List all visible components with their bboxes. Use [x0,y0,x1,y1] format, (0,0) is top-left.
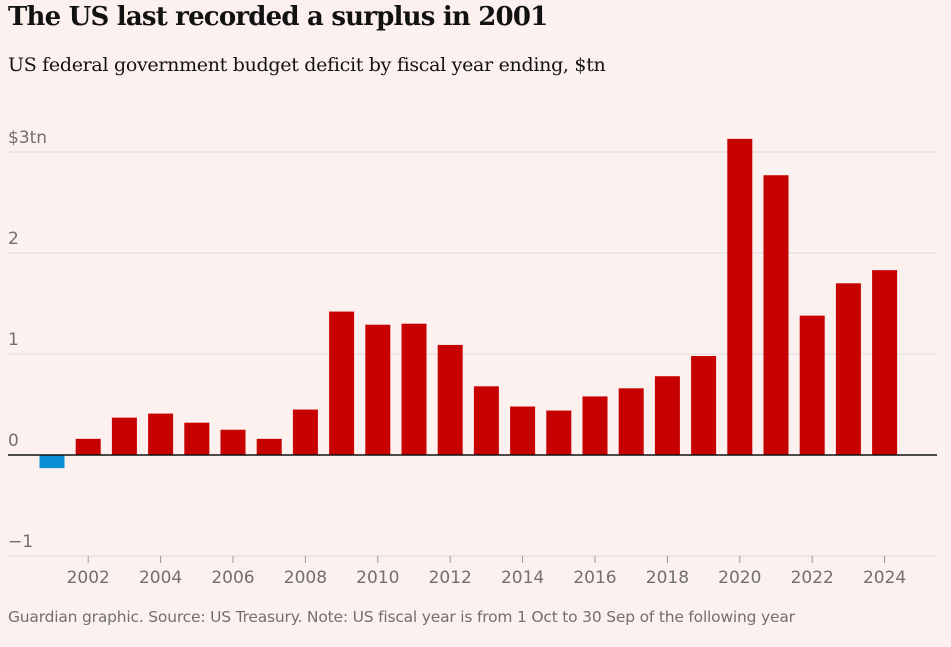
bar-2001 [39,455,65,469]
y-tick-label: 1 [8,330,19,350]
x-tick-label: 2008 [284,568,327,588]
bar-2004 [148,413,174,455]
bar-2022 [799,315,825,455]
chart-subtitle: US federal government budget deficit by … [8,54,606,76]
bar-2012 [437,344,463,455]
y-tick-label: 0 [8,431,19,451]
gridlines [8,151,937,557]
x-tick-label: 2024 [863,568,906,588]
x-tick-label: 2014 [501,568,544,588]
bar-2018 [654,376,680,455]
bar-2013 [473,386,499,455]
bar-2015 [546,410,572,455]
bar-2011 [401,323,427,455]
x-tick-label: 2010 [356,568,399,588]
bar-2005 [184,422,210,455]
bars [39,138,898,469]
bar-2017 [618,388,644,455]
x-tick-label: 2020 [718,568,761,588]
x-tick-label: 2004 [139,568,182,588]
bar-2007 [256,438,282,455]
bar-2010 [365,324,391,455]
bar-2003 [111,417,137,455]
y-tick-label: $3tn [8,128,47,148]
bar-2023 [835,283,861,455]
y-tick-label: 2 [8,229,19,249]
x-tick-label: 2002 [67,568,110,588]
bar-2006 [220,429,246,455]
y-tick-label: −1 [8,532,33,552]
bar-2016 [582,396,608,455]
bar-2021 [763,175,789,456]
x-tick-label: 2018 [646,568,689,588]
bar-2014 [510,406,536,455]
x-tick-label: 2006 [211,568,254,588]
bar-2002 [75,438,101,455]
chart-title: The US last recorded a surplus in 2001 [8,2,548,32]
x-tick-label: 2012 [429,568,472,588]
source-note: Guardian graphic. Source: US Treasury. N… [8,608,795,626]
bar-2024 [872,270,898,455]
x-tick-label: 2016 [573,568,616,588]
bar-2009 [329,311,355,455]
bar-chart: −1 0 1 2 $3tn 2002 2004 2006 2008 2010 2012 2014 201… [8,128,937,588]
bar-2008 [292,409,318,455]
x-tick-label: 2022 [791,568,834,588]
bar-2019 [691,356,717,455]
axes: −1 0 1 2 $3tn 2002 2004 2006 2008 2010 2012 2014 201… [8,128,937,588]
bar-2020 [727,138,753,455]
